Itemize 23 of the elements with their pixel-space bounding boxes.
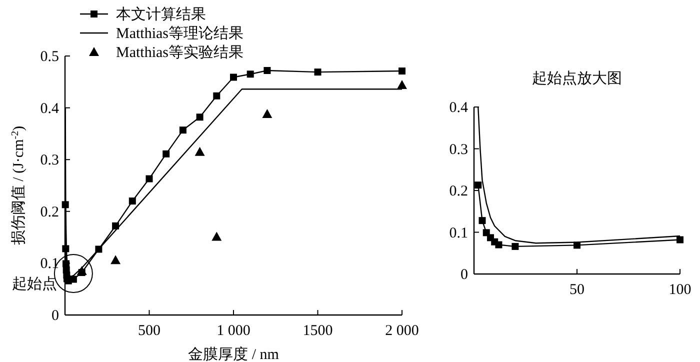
x-tick-label: 100 bbox=[668, 282, 692, 298]
x-tick-label: 1 000 bbox=[216, 323, 250, 339]
x-tick-label: 50 bbox=[570, 282, 584, 298]
y-tick-label: 0 bbox=[52, 308, 59, 324]
legend-label: Matthias等理论结果 bbox=[116, 25, 244, 42]
y-tick-label: 0.1 bbox=[449, 225, 468, 242]
y-tick-label: 0.2 bbox=[449, 184, 468, 200]
chart-title: 起始点放大图 bbox=[532, 70, 622, 87]
y-tick-label: 0.4 bbox=[40, 100, 60, 117]
legend-label: 本文计算结果 bbox=[116, 6, 206, 23]
x-axis-title: 金膜厚度 / nm bbox=[188, 346, 280, 362]
y-tick-label: 0.2 bbox=[40, 204, 59, 220]
y-tick-label: 0.3 bbox=[449, 142, 468, 158]
y-tick-label: 0.3 bbox=[40, 152, 59, 169]
y-tick-label: 0.4 bbox=[449, 100, 468, 116]
y-tick-label: 0.5 bbox=[40, 49, 59, 65]
x-tick-label: 2 000 bbox=[385, 323, 419, 339]
x-tick-label: 1500 bbox=[302, 323, 333, 339]
y-tick-label: 0 bbox=[460, 267, 468, 283]
legend-label: Matthias等实验结果 bbox=[116, 44, 244, 61]
y-tick-label: 0.1 bbox=[40, 256, 59, 272]
x-tick-label: 500 bbox=[138, 323, 160, 339]
annotation: 起始点 bbox=[12, 276, 57, 293]
